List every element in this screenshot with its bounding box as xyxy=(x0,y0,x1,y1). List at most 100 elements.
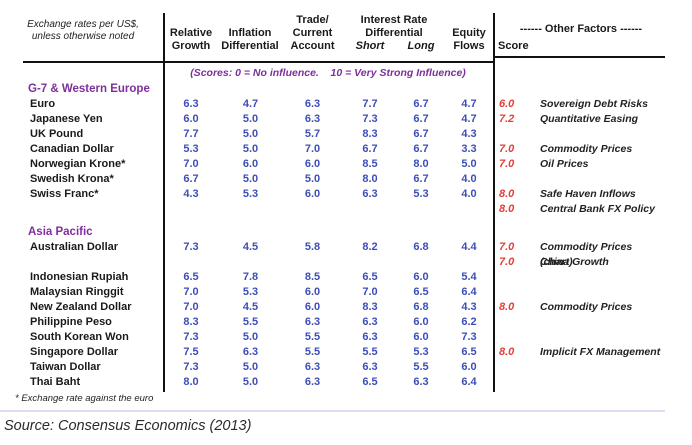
value-cell: 5.5 xyxy=(242,316,259,328)
value-cell: 4.5 xyxy=(242,301,259,313)
currency-name: Thai Baht xyxy=(30,376,81,388)
factor-cell: Central Bank FX Policy xyxy=(540,203,655,215)
value-cell: 7.0 xyxy=(183,301,199,313)
table-row: Norwegian Krone* 7.0 6.0 6.0 8.5 8.0 5.0… xyxy=(0,157,665,172)
factor-cell xyxy=(533,330,665,345)
source-citation: Source: Consensus Economics (2013) xyxy=(4,418,252,434)
factor-cell xyxy=(533,285,665,300)
value-cell: 5.0 xyxy=(242,113,259,125)
value-cell xyxy=(219,202,282,217)
value-cell: 6.5 xyxy=(183,271,199,283)
factor-cell: Commodity Prices (chart) xyxy=(540,241,633,268)
column-header-trade-current-account: Trade/ Current Account xyxy=(290,14,335,52)
vertical-divider-left xyxy=(163,13,165,392)
currency-name xyxy=(0,202,163,217)
factor-cell: Quantitative Easing xyxy=(540,113,639,125)
table-row: Indonesian Rupiah 6.5 7.8 8.5 6.5 6.0 5.… xyxy=(0,270,665,285)
value-cell: 6.0 xyxy=(304,301,321,313)
header-rule-left xyxy=(23,61,493,63)
value-cell: 8.5 xyxy=(362,158,378,170)
value-cell: 8.3 xyxy=(183,316,199,328)
value-cell: 7.3 xyxy=(183,331,199,343)
value-cell: 6.0 xyxy=(242,158,259,170)
bottom-divider xyxy=(0,410,665,412)
currency-name: South Korean Won xyxy=(30,331,129,343)
value-cell: 6.7 xyxy=(183,173,199,185)
factor-cell xyxy=(533,127,665,142)
value-cell xyxy=(343,202,397,217)
column-header-short: Short xyxy=(355,40,385,52)
section-title: G-7 & Western Europe xyxy=(28,83,150,95)
column-header-other-factors: ------ Other Factors ------ xyxy=(519,23,643,35)
value-cell: 6.3 xyxy=(304,376,321,388)
value-cell: 5.0 xyxy=(242,173,259,185)
value-cell: 5.0 xyxy=(242,361,259,373)
currency-name xyxy=(0,255,163,270)
section-title: Asia Pacific xyxy=(28,226,93,238)
currency-name: Indonesian Rupiah xyxy=(30,271,129,283)
value-cell: 5.0 xyxy=(242,143,259,155)
value-cell: 6.5 xyxy=(413,286,429,298)
factor-cell: Commodity Prices xyxy=(540,301,633,313)
value-cell: 6.0 xyxy=(304,286,321,298)
column-header-relative-growth: Relative Growth xyxy=(169,27,213,52)
score-cell: 7.0 xyxy=(499,241,515,253)
value-cell: 3.3 xyxy=(461,143,477,155)
score-cell xyxy=(493,285,533,300)
scores-note: (Scores: 0 = No influence. 10 = Very Str… xyxy=(190,67,466,79)
factor-cell xyxy=(533,360,665,375)
value-cell: 8.3 xyxy=(362,128,378,140)
value-cell: 6.4 xyxy=(461,376,477,388)
value-cell xyxy=(397,202,445,217)
value-cell: 5.5 xyxy=(413,361,429,373)
score-cell xyxy=(493,172,533,187)
currency-name: UK Pound xyxy=(30,128,84,140)
score-cell xyxy=(493,330,533,345)
score-cell: 8.0 xyxy=(499,188,515,200)
value-cell: 8.2 xyxy=(362,241,378,253)
table-row: Thai Baht 8.0 5.0 6.3 6.5 6.3 6.4 xyxy=(0,375,665,390)
footnote: * Exchange rate against the euro xyxy=(15,393,154,404)
value-cell: 6.0 xyxy=(304,188,321,200)
factor-cell: China Growth xyxy=(540,256,609,268)
value-cell: 6.3 xyxy=(304,316,321,328)
value-cell: 6.5 xyxy=(362,376,378,388)
value-cell: 6.3 xyxy=(413,376,429,388)
value-cell: 6.0 xyxy=(461,361,477,373)
column-header-inflation-differential: Inflation Differential xyxy=(221,27,279,52)
value-cell: 6.7 xyxy=(413,143,429,155)
value-cell: 7.5 xyxy=(183,346,199,358)
table-body: (Scores: 0 = No influence. 10 = Very Str… xyxy=(0,64,665,390)
score-cell: 7.0 xyxy=(499,143,515,155)
table-row: Malaysian Ringgit 7.0 5.3 6.0 7.0 6.5 6.… xyxy=(0,285,665,300)
value-cell: 6.8 xyxy=(413,301,429,313)
value-cell: 6.3 xyxy=(242,346,259,358)
column-header-interest-rate-differential: Interest Rate Differential xyxy=(360,14,428,39)
value-cell: 6.3 xyxy=(304,113,321,125)
value-cell: 5.0 xyxy=(242,128,259,140)
value-cell: 6.5 xyxy=(461,346,477,358)
value-cell: 6.0 xyxy=(304,158,321,170)
value-cell: 5.3 xyxy=(183,143,199,155)
value-cell: 6.7 xyxy=(413,173,429,185)
section-header-row: Asia Pacific xyxy=(0,225,665,240)
table-row: Euro 6.3 4.7 6.3 7.7 6.7 4.7 6.0 Soverei… xyxy=(0,97,665,112)
score-cell: 7.2 xyxy=(499,113,515,125)
column-header-score: Score xyxy=(498,40,529,52)
currency-name: Australian Dollar xyxy=(30,241,119,253)
value-cell: 6.3 xyxy=(304,361,321,373)
currency-name: Taiwan Dollar xyxy=(30,361,101,373)
value-cell: 4.7 xyxy=(242,98,259,110)
value-cell: 6.0 xyxy=(413,331,429,343)
value-cell: 7.0 xyxy=(183,286,199,298)
factor-cell: Oil Prices xyxy=(540,158,589,170)
value-cell: 4.0 xyxy=(461,173,477,185)
value-cell: 7.8 xyxy=(242,271,259,283)
table-row: Swedish Krona* 6.7 5.0 5.0 8.0 6.7 4.0 xyxy=(0,172,665,187)
column-header-equity-flows: Equity Flows xyxy=(452,27,486,52)
value-cell: 4.4 xyxy=(461,241,477,253)
value-cell xyxy=(163,202,219,217)
value-cell xyxy=(445,255,493,270)
value-cell: 5.8 xyxy=(304,241,321,253)
